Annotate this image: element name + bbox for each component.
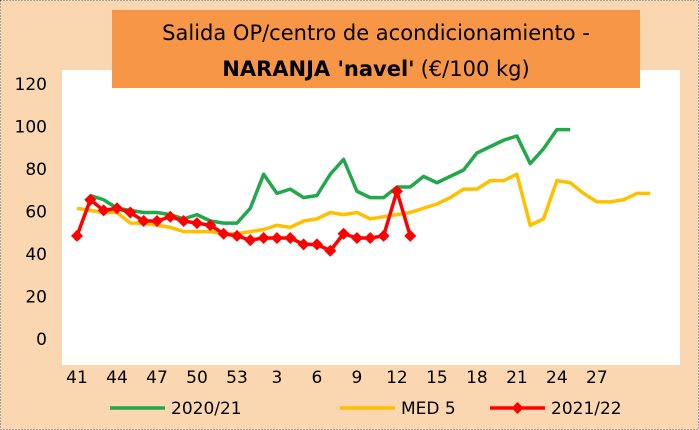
x-tick-label: 27 xyxy=(586,368,608,388)
y-tick-label: 100 xyxy=(15,118,47,138)
x-tick-label: 6 xyxy=(312,368,323,388)
marker xyxy=(137,215,150,227)
marker xyxy=(284,232,297,244)
marker xyxy=(297,238,310,251)
marker xyxy=(364,232,377,244)
y-tick-label: 80 xyxy=(25,160,47,180)
marker xyxy=(71,229,83,242)
chart-title: Salida OP/centro de acondicionamiento - xyxy=(162,21,590,45)
marker xyxy=(164,210,177,223)
marker xyxy=(230,229,243,242)
marker xyxy=(217,227,230,240)
chart-title: NARANJA 'navel' (€/100 kg) xyxy=(222,57,529,81)
x-tick-label: 9 xyxy=(352,368,363,388)
x-tick-label: 12 xyxy=(386,368,408,388)
x-tick-label: 21 xyxy=(506,368,528,388)
y-tick-label: 120 xyxy=(15,75,47,95)
chart-title-unit: (€/100 kg) xyxy=(421,57,530,81)
marker xyxy=(204,219,217,232)
marker xyxy=(190,217,203,230)
marker xyxy=(257,232,270,244)
legend-label: 2020/21 xyxy=(171,399,242,419)
title-box xyxy=(112,10,640,88)
marker xyxy=(97,204,110,217)
marker xyxy=(310,238,323,251)
marker xyxy=(84,193,97,206)
marker xyxy=(377,229,390,242)
x-tick-label: 15 xyxy=(426,368,448,388)
x-tick-label: 41 xyxy=(66,368,88,388)
x-tick-label: 53 xyxy=(226,368,248,388)
x-tick-label: 44 xyxy=(106,368,128,388)
x-tick-label: 3 xyxy=(272,368,283,388)
y-tick-label: 0 xyxy=(36,330,47,350)
series-line xyxy=(76,172,651,236)
marker xyxy=(244,234,257,247)
marker xyxy=(124,206,137,219)
y-tick-label: 60 xyxy=(25,203,47,223)
marker xyxy=(390,185,403,198)
marker xyxy=(404,229,417,242)
legend-marker xyxy=(511,402,524,414)
x-tick-label: 50 xyxy=(186,368,208,388)
marker xyxy=(177,215,190,227)
y-tick-label: 40 xyxy=(25,245,47,265)
x-tick-label: 18 xyxy=(466,368,488,388)
y-tick-label: 20 xyxy=(25,288,47,308)
x-tick-label: 24 xyxy=(546,368,568,388)
legend-label: MED 5 xyxy=(401,399,456,419)
x-tick-label: 47 xyxy=(146,368,168,388)
marker xyxy=(350,232,363,244)
marker xyxy=(337,227,350,240)
marker xyxy=(270,232,283,244)
chart-title-bold: NARANJA 'navel' xyxy=(222,57,414,81)
legend-label: 2021/22 xyxy=(551,399,622,419)
marker xyxy=(110,202,123,215)
marker xyxy=(150,215,163,227)
marker xyxy=(324,244,337,257)
